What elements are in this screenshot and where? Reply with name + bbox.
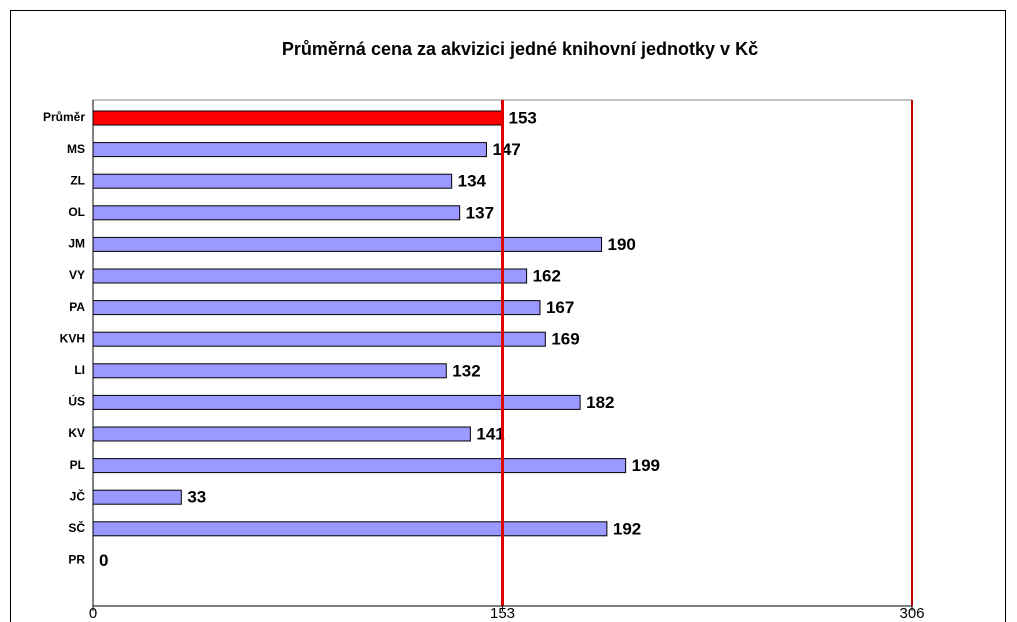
bar	[92, 142, 487, 158]
data-label: 182	[586, 393, 614, 412]
x-tick-label: 153	[490, 605, 515, 622]
bar	[92, 331, 546, 347]
data-label: 192	[613, 519, 641, 538]
y-tick-label: OL	[68, 205, 85, 219]
chart-title: Průměrná cena za akvizici jedné knihovní…	[282, 39, 758, 59]
bar	[92, 205, 461, 221]
data-label: 167	[546, 298, 574, 317]
data-label: 134	[458, 172, 487, 191]
data-label: 199	[632, 456, 660, 475]
y-tick-label: PL	[70, 458, 85, 472]
data-label: 137	[466, 203, 494, 222]
data-label: 162	[533, 266, 561, 285]
data-label: 0	[99, 551, 108, 570]
data-label: 132	[452, 361, 480, 380]
bar	[92, 394, 581, 410]
y-tick-label: JČ	[70, 488, 86, 503]
data-label: 141	[476, 424, 504, 443]
y-tick-label: Průměr	[43, 110, 85, 124]
y-tick-label: ÚS	[68, 394, 85, 409]
y-tick-label: ZL	[70, 173, 85, 187]
y-tick-label: JM	[68, 237, 85, 251]
bar	[92, 521, 608, 537]
y-tick-label: MS	[67, 142, 85, 156]
y-tick-label: LI	[74, 363, 85, 377]
data-label: 153	[509, 108, 537, 127]
bar	[92, 110, 503, 126]
bar	[92, 489, 182, 505]
data-label: 190	[608, 235, 636, 254]
y-tick-label: SČ	[68, 520, 85, 535]
y-tick-label: VY	[69, 268, 85, 282]
x-tick-label: 306	[899, 605, 924, 622]
y-tick-label: PR	[68, 553, 85, 567]
y-tick-label: KVH	[60, 331, 85, 345]
bar	[92, 426, 471, 442]
bar	[92, 236, 603, 252]
x-tick-label: 0	[89, 605, 97, 622]
bar	[92, 268, 528, 284]
data-label: 169	[551, 330, 579, 349]
data-label: 147	[492, 140, 520, 159]
bar	[92, 458, 627, 474]
bar	[92, 173, 453, 189]
data-label: 33	[187, 488, 206, 507]
y-tick-label: PA	[69, 300, 85, 314]
bar	[92, 363, 447, 379]
bar	[92, 300, 541, 316]
y-tick-label: KV	[68, 426, 85, 440]
